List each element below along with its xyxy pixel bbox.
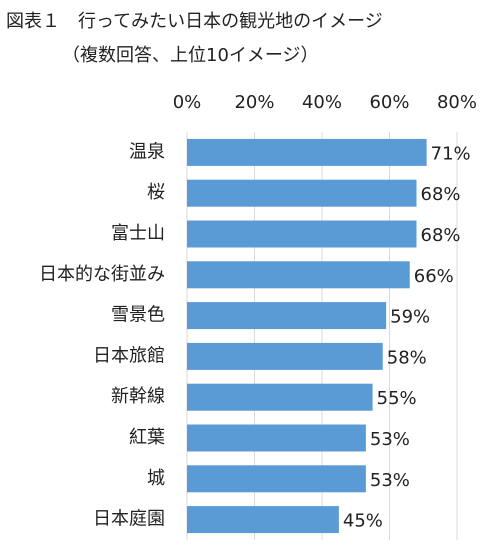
y-tick-label: 城 <box>147 468 165 489</box>
x-tick-label: 40% <box>302 92 342 113</box>
bar <box>187 302 387 330</box>
y-tick-label: 日本庭園 <box>93 509 165 530</box>
value-label: 68% <box>421 184 461 205</box>
x-tick-label: 60% <box>369 92 409 113</box>
bar <box>187 383 373 411</box>
y-tick-label: 富士山 <box>111 223 165 244</box>
x-tick-label: 20% <box>234 92 274 113</box>
bar <box>187 342 383 370</box>
y-tick-label: 日本旅館 <box>93 345 165 366</box>
x-tick-label: 0% <box>173 92 202 113</box>
value-label: 53% <box>370 470 410 491</box>
bar <box>187 220 417 248</box>
value-label: 66% <box>414 266 454 287</box>
bar <box>187 424 366 452</box>
y-tick-label: 新幹線 <box>111 386 165 407</box>
bar <box>187 465 366 493</box>
chart-subtitle: （複数回答、上位10イメージ） <box>62 45 319 66</box>
bar <box>187 261 410 289</box>
bar <box>187 179 417 207</box>
value-label: 68% <box>421 225 461 246</box>
bar <box>187 506 339 534</box>
y-tick-label: 雪景色 <box>111 305 165 326</box>
chart-title: 図表１ 行ってみたい日本の観光地のイメージ <box>6 11 383 32</box>
y-tick-label: 紅葉 <box>129 427 165 448</box>
x-tick-label: 80% <box>437 92 477 113</box>
y-tick-label: 温泉 <box>129 141 165 162</box>
y-tick-label: 桜 <box>147 182 165 203</box>
value-label: 45% <box>343 511 383 532</box>
value-label: 53% <box>370 429 410 450</box>
y-tick-label: 日本的な街並み <box>39 264 165 285</box>
value-label: 58% <box>387 347 427 368</box>
value-label: 71% <box>431 143 471 164</box>
value-label: 59% <box>390 307 430 328</box>
value-label: 55% <box>377 388 417 409</box>
bar <box>187 138 427 166</box>
